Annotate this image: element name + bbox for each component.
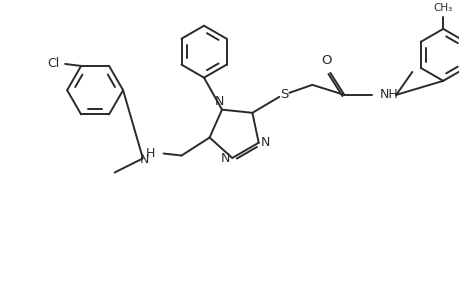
Text: Cl: Cl [47,57,59,70]
Text: N: N [214,94,223,108]
Text: CH₃: CH₃ [433,3,452,13]
Text: O: O [320,54,331,67]
Text: S: S [280,88,288,101]
Text: N: N [220,152,230,166]
Text: NH: NH [379,88,397,101]
Text: N: N [139,153,148,166]
Text: H: H [145,147,154,160]
Text: N: N [260,136,269,149]
